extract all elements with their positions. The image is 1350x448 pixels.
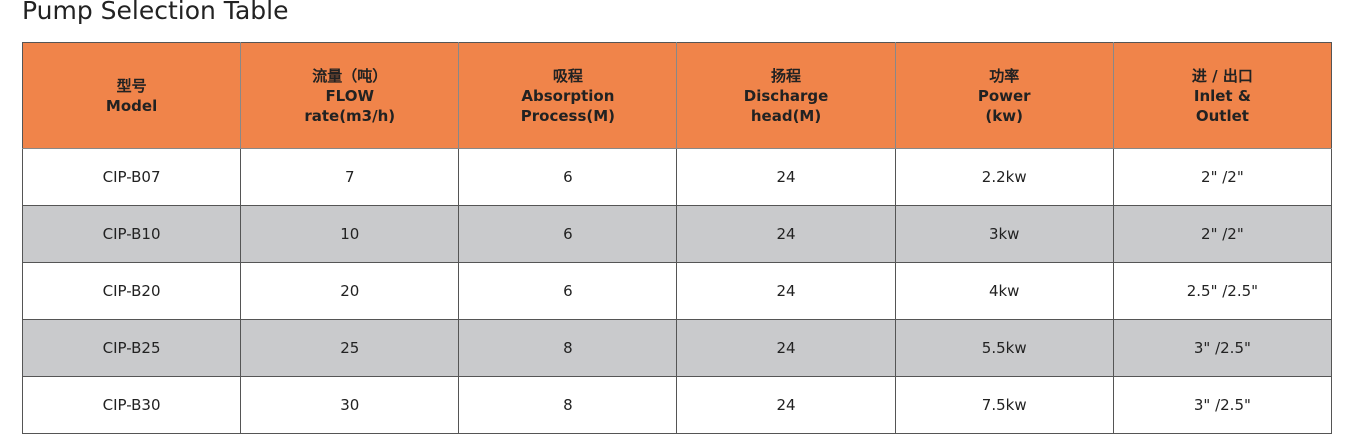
header-line: 吸程 bbox=[552, 66, 583, 85]
header-line: Power bbox=[977, 86, 1031, 105]
table-cell: 2" /2" bbox=[1112, 205, 1333, 263]
table-cell: 3kw bbox=[894, 205, 1114, 263]
table-cell: 7 bbox=[240, 148, 460, 206]
table-cell: 7.5kw bbox=[894, 376, 1114, 434]
column-header: 流量（吨） FLOW rate(m3/h) bbox=[240, 42, 460, 149]
table-cell: CIP-B25 bbox=[21, 319, 242, 377]
table-cell: 8 bbox=[458, 376, 678, 434]
column-header: 吸程 Absorption Process(M) bbox=[458, 42, 678, 149]
table-cell: CIP-B10 bbox=[21, 205, 242, 263]
table-body: CIP-B07 7 6 24 2.2kw 2" /2" CIP-B10 10 6 24 3kw 2" … bbox=[21, 148, 1333, 434]
table-cell: 24 bbox=[676, 262, 896, 320]
header-line: Outlet bbox=[1195, 106, 1249, 125]
header-row: 型号 Model 流量（吨） FLOW rate(m3/h) 吸程 Absorption Pr… bbox=[21, 42, 1333, 149]
table-cell: 2.2kw bbox=[894, 148, 1114, 206]
header-line: 进 / 出口 bbox=[1191, 66, 1253, 85]
table-cell: CIP-B30 bbox=[21, 376, 242, 434]
table-cell: 3" /2.5" bbox=[1112, 319, 1333, 377]
table-cell: 4kw bbox=[894, 262, 1114, 320]
table-cell: 5.5kw bbox=[894, 319, 1114, 377]
table-cell: 6 bbox=[458, 148, 678, 206]
table-cell: 24 bbox=[676, 376, 896, 434]
header-line: 功率 bbox=[989, 66, 1020, 85]
table-cell: 24 bbox=[676, 148, 896, 206]
table-row: CIP-B25 25 8 24 5.5kw 3" /2.5" bbox=[21, 319, 1333, 377]
header-line: 型号 bbox=[116, 76, 147, 95]
table-cell: 24 bbox=[676, 205, 896, 263]
table-cell: 2" /2" bbox=[1112, 148, 1333, 206]
header-line: FLOW bbox=[325, 86, 375, 105]
table-cell: 3" /2.5" bbox=[1112, 376, 1333, 434]
header-line: 流量（吨） bbox=[312, 66, 388, 85]
table-row: CIP-B30 30 8 24 7.5kw 3" /2.5" bbox=[21, 376, 1333, 434]
table-cell: 25 bbox=[240, 319, 460, 377]
table-row: CIP-B10 10 6 24 3kw 2" /2" bbox=[21, 205, 1333, 263]
table-cell: 20 bbox=[240, 262, 460, 320]
page-title: Pump Selection Table bbox=[22, 0, 289, 25]
table-cell: 6 bbox=[458, 205, 678, 263]
column-header: 扬程 Discharge head(M) bbox=[676, 42, 896, 149]
pump-table: 型号 Model 流量（吨） FLOW rate(m3/h) 吸程 Absorption Pr… bbox=[21, 42, 1333, 434]
header-line: 扬程 bbox=[771, 66, 802, 85]
header-line: Inlet & bbox=[1193, 86, 1251, 105]
header-line: Discharge bbox=[743, 86, 829, 105]
header-line: Process(M) bbox=[520, 106, 616, 125]
table-cell: 30 bbox=[240, 376, 460, 434]
header-line: rate(m3/h) bbox=[304, 106, 396, 125]
table-cell: 8 bbox=[458, 319, 678, 377]
table-cell: 24 bbox=[676, 319, 896, 377]
table-cell: 6 bbox=[458, 262, 678, 320]
table-cell: 2.5" /2.5" bbox=[1112, 262, 1333, 320]
table-cell: CIP-B07 bbox=[21, 148, 242, 206]
header-line: (kw) bbox=[985, 106, 1023, 125]
header-line: head(M) bbox=[750, 106, 822, 125]
column-header: 功率 Power (kw) bbox=[894, 42, 1114, 149]
column-header: 进 / 出口 Inlet & Outlet bbox=[1112, 42, 1333, 149]
table-cell: 10 bbox=[240, 205, 460, 263]
header-line: Model bbox=[105, 96, 158, 115]
column-header: 型号 Model bbox=[21, 42, 242, 149]
table-row: CIP-B20 20 6 24 4kw 2.5" /2.5" bbox=[21, 262, 1333, 320]
table-cell: CIP-B20 bbox=[21, 262, 242, 320]
table-row: CIP-B07 7 6 24 2.2kw 2" /2" bbox=[21, 148, 1333, 206]
header-line: Absorption bbox=[521, 86, 615, 105]
